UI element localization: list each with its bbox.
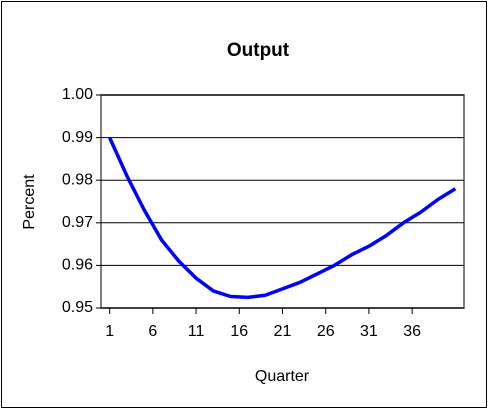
y-tick-label: 0.98: [62, 171, 93, 188]
x-axis-label: Quarter: [255, 368, 310, 385]
plot-area: [100, 94, 465, 309]
x-tick-label: 26: [317, 323, 335, 340]
y-tick-label: 1.00: [62, 86, 93, 103]
x-tick-label: 36: [403, 323, 421, 340]
y-tick-label: 0.95: [62, 299, 93, 316]
x-tick-label: 31: [360, 323, 378, 340]
y-axis-label: Percent: [21, 174, 38, 230]
chart-title: Output: [227, 40, 290, 61]
x-tick-label: 21: [274, 323, 292, 340]
x-tick-label: 11: [188, 323, 205, 340]
data-line: [108, 136, 457, 300]
x-tick-label: 6: [148, 323, 157, 340]
y-tick-label: 0.96: [62, 257, 93, 274]
x-tick-label: 1: [105, 323, 114, 340]
x-tick-label: 16: [230, 323, 248, 340]
y-tick-label: 0.97: [62, 214, 93, 231]
y-tick-label: 0.99: [62, 129, 93, 146]
